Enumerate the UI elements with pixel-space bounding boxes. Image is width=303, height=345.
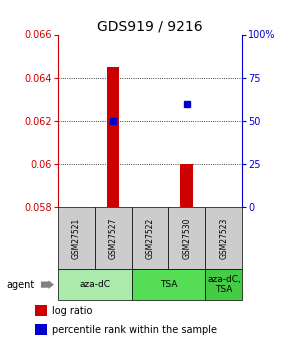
Text: GSM27521: GSM27521 <box>72 217 81 259</box>
Text: aza-dC,
TSA: aza-dC, TSA <box>207 275 241 294</box>
Text: GSM27530: GSM27530 <box>182 217 191 259</box>
Bar <box>181 164 193 207</box>
Bar <box>95 207 132 269</box>
Text: GSM27522: GSM27522 <box>145 217 155 259</box>
Bar <box>132 207 168 269</box>
Bar <box>107 67 119 207</box>
Bar <box>35 324 47 335</box>
Bar <box>132 269 205 300</box>
Title: GDS919 / 9216: GDS919 / 9216 <box>97 19 203 33</box>
Bar <box>58 207 95 269</box>
Text: GSM27523: GSM27523 <box>219 217 228 259</box>
Bar <box>58 269 132 300</box>
Bar <box>205 269 242 300</box>
Text: agent: agent <box>6 280 34 289</box>
Text: GSM27527: GSM27527 <box>108 217 118 259</box>
Bar <box>168 207 205 269</box>
Bar <box>35 306 47 316</box>
Text: aza-dC: aza-dC <box>79 280 110 289</box>
Text: percentile rank within the sample: percentile rank within the sample <box>52 325 217 335</box>
Text: TSA: TSA <box>160 280 177 289</box>
Bar <box>205 207 242 269</box>
Text: log ratio: log ratio <box>52 306 92 316</box>
